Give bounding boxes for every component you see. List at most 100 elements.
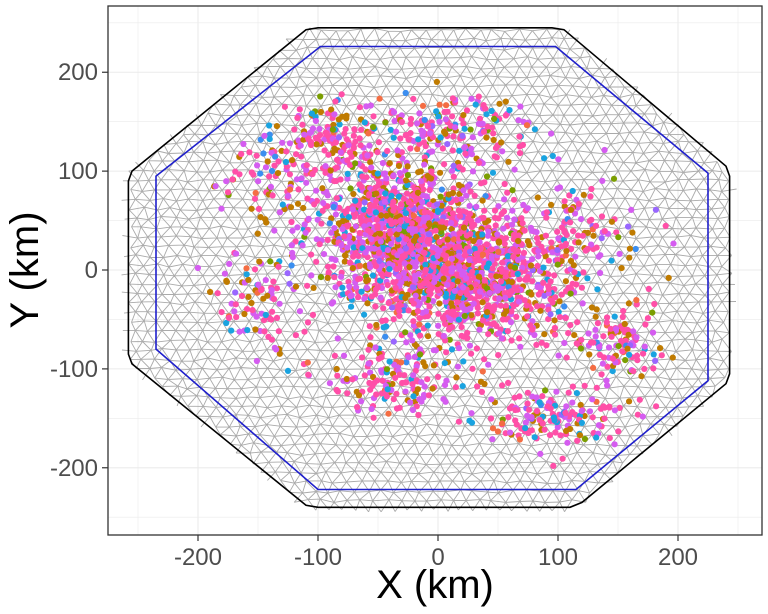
data-point bbox=[455, 181, 462, 189]
data-point bbox=[541, 155, 548, 162]
data-point bbox=[350, 244, 357, 251]
data-point bbox=[436, 101, 443, 108]
data-point bbox=[611, 407, 619, 414]
data-point bbox=[305, 215, 312, 222]
data-point bbox=[438, 224, 445, 231]
data-point bbox=[423, 193, 430, 200]
data-point bbox=[357, 214, 364, 221]
data-point bbox=[516, 298, 523, 305]
data-point bbox=[430, 347, 437, 354]
data-point bbox=[499, 316, 507, 323]
data-point bbox=[456, 163, 463, 171]
data-point bbox=[524, 273, 531, 280]
data-point bbox=[480, 214, 487, 221]
data-point bbox=[330, 263, 337, 270]
data-point bbox=[361, 119, 368, 126]
data-point bbox=[426, 130, 434, 137]
data-point bbox=[309, 170, 316, 178]
data-point bbox=[223, 178, 230, 185]
data-point bbox=[657, 345, 664, 352]
data-point bbox=[288, 242, 295, 249]
data-point bbox=[604, 363, 611, 370]
data-point bbox=[417, 332, 424, 339]
data-point bbox=[269, 192, 276, 199]
data-point bbox=[349, 376, 356, 383]
data-point bbox=[341, 233, 348, 240]
data-point bbox=[495, 239, 503, 246]
data-point bbox=[500, 225, 507, 232]
data-point bbox=[207, 288, 214, 296]
data-point bbox=[513, 421, 520, 428]
data-point bbox=[526, 242, 533, 249]
data-point bbox=[324, 236, 331, 244]
data-point bbox=[425, 287, 432, 294]
data-point bbox=[633, 334, 640, 341]
data-point bbox=[476, 239, 483, 246]
data-point bbox=[356, 229, 363, 237]
data-point bbox=[509, 207, 516, 214]
data-point bbox=[273, 285, 280, 292]
data-point bbox=[662, 222, 669, 229]
data-point bbox=[374, 377, 381, 384]
data-point bbox=[448, 268, 455, 275]
data-point bbox=[426, 221, 433, 228]
data-point bbox=[515, 237, 522, 245]
data-point bbox=[337, 176, 344, 183]
data-point bbox=[424, 237, 431, 244]
data-point bbox=[467, 188, 474, 195]
data-point bbox=[558, 291, 565, 298]
data-point bbox=[384, 247, 391, 254]
data-point bbox=[403, 131, 410, 139]
data-point bbox=[460, 120, 467, 127]
data-point bbox=[636, 396, 643, 403]
data-point bbox=[496, 100, 503, 107]
data-point bbox=[374, 170, 381, 177]
data-point bbox=[394, 252, 401, 259]
data-point bbox=[460, 358, 467, 365]
data-point bbox=[600, 333, 607, 340]
data-point bbox=[367, 369, 374, 376]
data-point bbox=[554, 228, 561, 235]
data-point bbox=[501, 290, 508, 297]
data-point bbox=[463, 107, 471, 114]
data-point bbox=[407, 115, 415, 123]
data-point bbox=[316, 125, 323, 133]
data-point bbox=[396, 170, 404, 177]
data-point bbox=[510, 271, 517, 278]
data-point bbox=[299, 242, 306, 249]
data-point bbox=[554, 185, 561, 192]
data-point bbox=[492, 222, 499, 229]
data-point bbox=[586, 408, 594, 415]
data-point bbox=[542, 232, 550, 239]
data-point bbox=[334, 335, 341, 342]
data-point bbox=[456, 263, 463, 270]
data-point bbox=[351, 126, 358, 133]
data-point bbox=[402, 89, 409, 97]
data-point bbox=[482, 105, 489, 112]
data-point bbox=[416, 321, 423, 328]
data-point bbox=[348, 292, 355, 299]
data-point bbox=[361, 295, 368, 302]
data-point bbox=[464, 183, 471, 190]
data-point bbox=[529, 256, 536, 263]
data-point bbox=[324, 274, 331, 281]
data-point bbox=[650, 351, 657, 358]
data-point bbox=[250, 171, 257, 178]
data-point bbox=[408, 220, 415, 227]
data-point bbox=[238, 150, 245, 158]
data-point bbox=[312, 117, 319, 125]
data-point bbox=[410, 95, 417, 102]
y-tick-label: -200 bbox=[50, 455, 98, 482]
data-point bbox=[232, 301, 239, 308]
data-point bbox=[372, 263, 379, 270]
data-point bbox=[352, 160, 359, 167]
data-point bbox=[317, 108, 324, 116]
x-axis-title: X (km) bbox=[376, 563, 494, 607]
data-point bbox=[255, 205, 262, 212]
data-point bbox=[276, 209, 283, 216]
data-point bbox=[252, 189, 259, 197]
data-point bbox=[449, 167, 456, 174]
data-point bbox=[448, 346, 456, 353]
data-point bbox=[626, 351, 633, 358]
data-point bbox=[313, 141, 320, 148]
